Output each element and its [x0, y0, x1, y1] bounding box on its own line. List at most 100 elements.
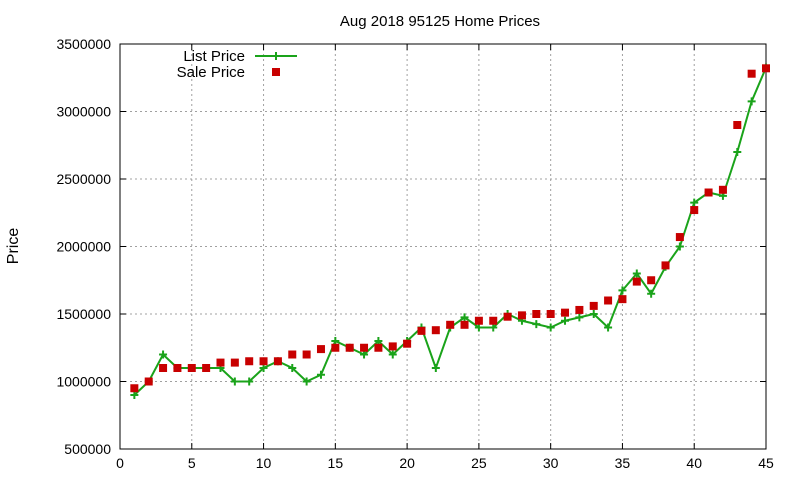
sale-price-point [245, 357, 254, 366]
sale-price-point [517, 311, 526, 320]
y-tick-label: 2500000 [56, 171, 111, 187]
sale-price-point [589, 301, 598, 310]
x-tick-label: 15 [328, 455, 344, 471]
x-tick-label: 40 [686, 455, 702, 471]
list-price-point [690, 198, 699, 207]
y-tick-label: 3000000 [56, 104, 111, 120]
list-price-point [374, 337, 383, 345]
series-sale-price [130, 64, 770, 393]
list-price-point [316, 370, 325, 379]
legend-plus-swatch [272, 52, 280, 60]
sale-price-point [632, 277, 641, 286]
legend-label: Sale Price [177, 64, 245, 81]
sale-price-point [503, 312, 512, 321]
sale-price-point [403, 339, 412, 348]
list-price-point [431, 364, 440, 372]
list-price-point [302, 377, 311, 386]
sale-price-point [546, 310, 555, 318]
x-tick-label: 5 [188, 455, 196, 471]
sale-price-point [733, 121, 742, 129]
list-price-point [647, 289, 656, 298]
data-series [130, 63, 770, 399]
list-price-point [230, 377, 239, 386]
list-price-point [259, 364, 268, 372]
y-tick-label: 2000000 [56, 239, 111, 255]
series-list-price [130, 63, 770, 399]
list-price-point [331, 337, 340, 345]
sale-price-point [388, 342, 397, 351]
list-price-point [589, 310, 598, 318]
list-price-point [561, 316, 570, 325]
list-price-point [733, 148, 742, 156]
x-tick-label: 10 [256, 455, 272, 471]
sale-price-point [273, 357, 282, 366]
sale-price-point [230, 358, 239, 367]
sale-price-point [675, 233, 684, 242]
list-price-point [747, 97, 756, 106]
x-tick-label: 20 [399, 455, 415, 471]
sale-price-point [604, 296, 613, 305]
list-price-point [489, 323, 498, 332]
y-tick-label: 500000 [64, 441, 111, 457]
sale-price-point [446, 320, 455, 329]
chart-title: Aug 2018 95125 Home Prices [340, 13, 540, 30]
list-price-point [632, 269, 641, 278]
list-price-point [546, 323, 555, 332]
x-tick-label: 25 [471, 455, 487, 471]
sale-price-point [647, 276, 656, 285]
list-price-point [474, 323, 483, 332]
list-price-point [675, 242, 684, 251]
sale-price-point [489, 316, 498, 325]
sale-price-point [431, 326, 440, 335]
sale-price-point [762, 64, 770, 73]
sale-price-point [374, 343, 383, 352]
list-price-point [388, 350, 397, 359]
x-tick-label: 30 [543, 455, 559, 471]
sale-price-point [144, 377, 153, 386]
y-axis-label: Price [5, 228, 22, 265]
sale-price-point [316, 345, 325, 354]
x-tick-label: 35 [615, 455, 631, 471]
sale-price-point [302, 350, 311, 359]
sale-price-point [360, 343, 369, 352]
legend-square-swatch [272, 68, 280, 76]
sale-price-point [575, 305, 584, 314]
sale-price-point [718, 185, 727, 194]
x-tick-label: 0 [116, 455, 124, 471]
list-price-point [159, 350, 168, 359]
sale-price-point [345, 343, 354, 352]
sale-price-point [561, 308, 570, 317]
sale-price-point [288, 350, 297, 359]
list-price-point [130, 391, 139, 399]
sale-price-point [460, 320, 469, 329]
list-price-line [133, 67, 767, 396]
sale-price-point [159, 364, 168, 372]
sale-price-point [130, 384, 139, 393]
list-price-point [604, 323, 613, 332]
list-price-point [245, 377, 254, 386]
y-tick-label: 3500000 [56, 36, 111, 52]
sale-price-point [704, 188, 713, 197]
list-price-point [460, 313, 469, 322]
sale-price-point [187, 364, 196, 372]
sale-price-point [216, 358, 225, 367]
sale-price-point [747, 69, 756, 78]
list-price-point [288, 364, 297, 372]
list-price-point [575, 313, 584, 322]
sale-price-point [331, 343, 340, 352]
y-tick-label: 1000000 [56, 374, 111, 390]
legend-label: List Price [183, 48, 245, 65]
axes: 0 5 10 15 20 25 30 35 40 45 500000 1000000 1500000 20… [56, 36, 774, 471]
sale-price-point [661, 261, 670, 270]
sale-price-point [474, 316, 483, 325]
sale-price-point [202, 364, 211, 372]
y-tick-label: 1500000 [56, 306, 111, 322]
list-price-point [360, 350, 369, 359]
list-price-point [532, 320, 541, 329]
sale-price-point [417, 326, 426, 335]
sale-price-point [690, 206, 699, 215]
grid-lines [120, 44, 766, 449]
sale-price-point [173, 364, 182, 372]
list-price-point [618, 286, 627, 295]
